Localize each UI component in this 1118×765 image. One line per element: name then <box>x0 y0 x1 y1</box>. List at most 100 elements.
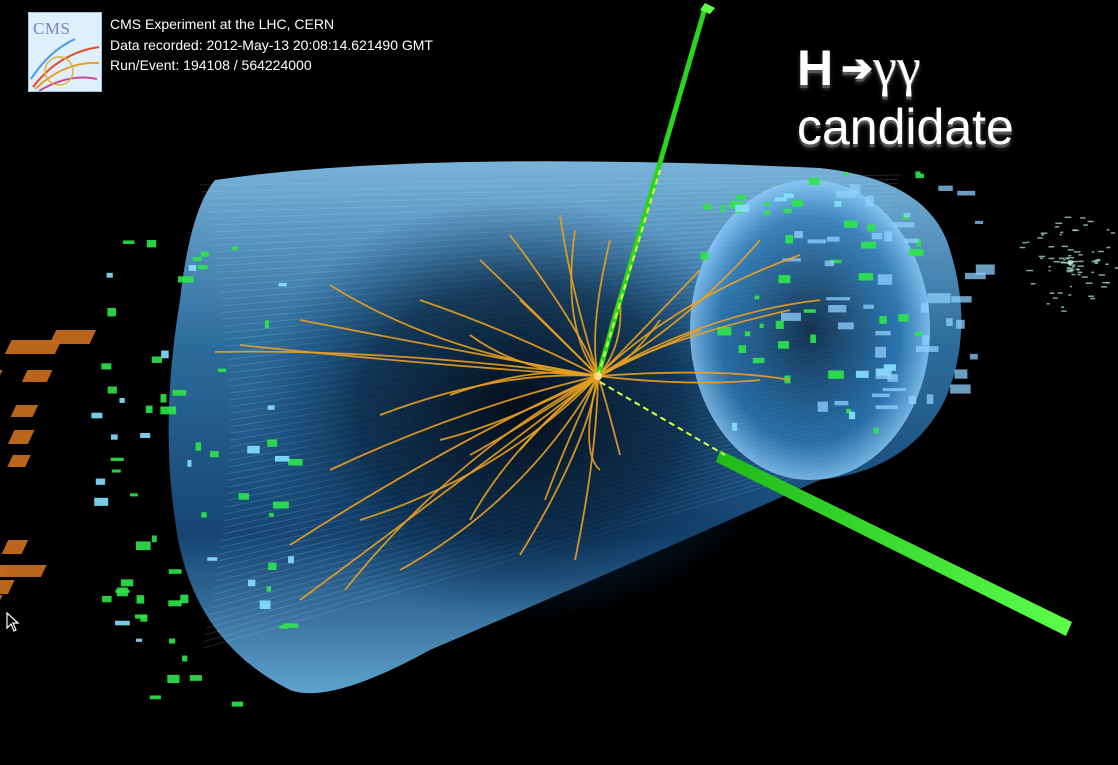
charged-track <box>597 299 622 377</box>
muon-hit <box>160 406 177 415</box>
muon-hit <box>810 334 817 343</box>
forward-hit <box>1066 262 1074 265</box>
endcap-hit <box>926 394 934 404</box>
forward-hit <box>1040 257 1044 260</box>
forward-hit <box>1077 271 1083 274</box>
mouse-cursor-icon <box>6 612 20 632</box>
photon-2-seed <box>599 381 726 456</box>
forward-hit <box>1094 262 1099 264</box>
endcap-hit <box>835 190 856 198</box>
muon-hit <box>140 432 151 438</box>
muon-hit <box>278 282 287 287</box>
photon-candidates <box>595 3 1072 636</box>
muon-hit <box>915 331 923 337</box>
forward-hit <box>1087 220 1094 223</box>
charged-track <box>594 239 611 377</box>
muon-hit <box>189 675 202 681</box>
forward-hit <box>1068 256 1071 259</box>
candidate-label: candidate <box>797 99 1014 155</box>
muon-hit <box>717 326 732 336</box>
forward-hit <box>1106 281 1110 284</box>
muon-hit <box>735 204 750 212</box>
charged-track <box>379 374 599 416</box>
forward-hit <box>1052 297 1058 299</box>
forward-hit <box>1101 286 1107 288</box>
forward-hit <box>1055 222 1063 225</box>
charged-track <box>359 375 599 521</box>
muon-hit <box>735 194 747 200</box>
charged-track <box>299 375 599 601</box>
forward-hit <box>1059 233 1062 236</box>
photon-1-tip <box>700 3 715 14</box>
endcap-hit <box>824 260 835 267</box>
muon-hit <box>703 203 712 210</box>
endcap-hit <box>957 190 976 196</box>
forward-hit <box>1105 263 1109 265</box>
endcap-hit <box>875 368 892 380</box>
charged-track <box>344 375 599 591</box>
forward-hit <box>1097 250 1104 253</box>
charged-tracks <box>214 214 821 601</box>
muon-hit <box>858 273 874 281</box>
muon-hit <box>110 457 124 462</box>
endcap-hit <box>826 236 840 242</box>
hcal-tower <box>0 565 47 577</box>
charged-track <box>597 239 761 377</box>
charged-track <box>329 284 599 377</box>
forward-hit <box>1048 265 1051 268</box>
forward-hit <box>1040 232 1048 234</box>
muon-hit <box>288 459 303 466</box>
hcal-tower <box>0 580 15 594</box>
muon-hit <box>846 408 852 414</box>
charged-track <box>214 350 599 377</box>
charged-track <box>449 371 599 396</box>
muon-hit <box>149 695 161 700</box>
muon-hit <box>107 307 116 317</box>
muon-hit <box>169 638 176 644</box>
endcap-hit <box>964 272 986 280</box>
forward-hit <box>1060 261 1064 263</box>
endcap-hit <box>920 303 929 313</box>
forward-hit <box>1110 232 1115 234</box>
muon-hit <box>764 202 770 207</box>
forward-hit <box>1070 256 1074 259</box>
forward-hit <box>1066 269 1073 271</box>
primary-vertex <box>594 372 602 380</box>
endcap-hit <box>970 353 978 360</box>
forward-hit <box>1061 310 1067 312</box>
forward-hit <box>1054 226 1060 228</box>
endcap-hit <box>826 297 851 301</box>
muon-hit <box>172 389 187 396</box>
experiment-label: CMS Experiment at the LHC, CERN <box>110 16 335 32</box>
muon-hit <box>828 370 844 379</box>
muon-hit <box>264 320 269 329</box>
forward-hit <box>1088 295 1094 298</box>
muon-hit <box>754 295 760 300</box>
forward-hit <box>1078 260 1084 263</box>
forward-hit <box>1073 260 1079 263</box>
forward-hit <box>1026 269 1034 272</box>
forward-hit <box>1037 237 1043 239</box>
muon-hit <box>803 309 816 313</box>
muon-hit <box>268 562 277 570</box>
muon-hit <box>182 655 188 662</box>
endcap-hit <box>908 396 917 405</box>
forward-hit <box>1072 229 1077 231</box>
muon-hit <box>266 586 272 592</box>
forward-hit <box>1048 269 1051 272</box>
muon-hit <box>778 274 791 284</box>
endcap-hit <box>884 231 893 242</box>
charged-track <box>597 375 761 384</box>
charged-track <box>329 375 599 471</box>
forward-hit <box>1046 303 1050 305</box>
forward-hit <box>1064 257 1069 259</box>
muon-hit <box>168 600 182 607</box>
forward-hit <box>1061 245 1069 248</box>
muon-hit <box>759 323 764 329</box>
forward-hit <box>1114 267 1118 269</box>
muon-hit <box>160 394 167 403</box>
endcap-hit <box>915 346 939 352</box>
charged-track <box>574 375 599 561</box>
muon-hit <box>908 248 924 256</box>
